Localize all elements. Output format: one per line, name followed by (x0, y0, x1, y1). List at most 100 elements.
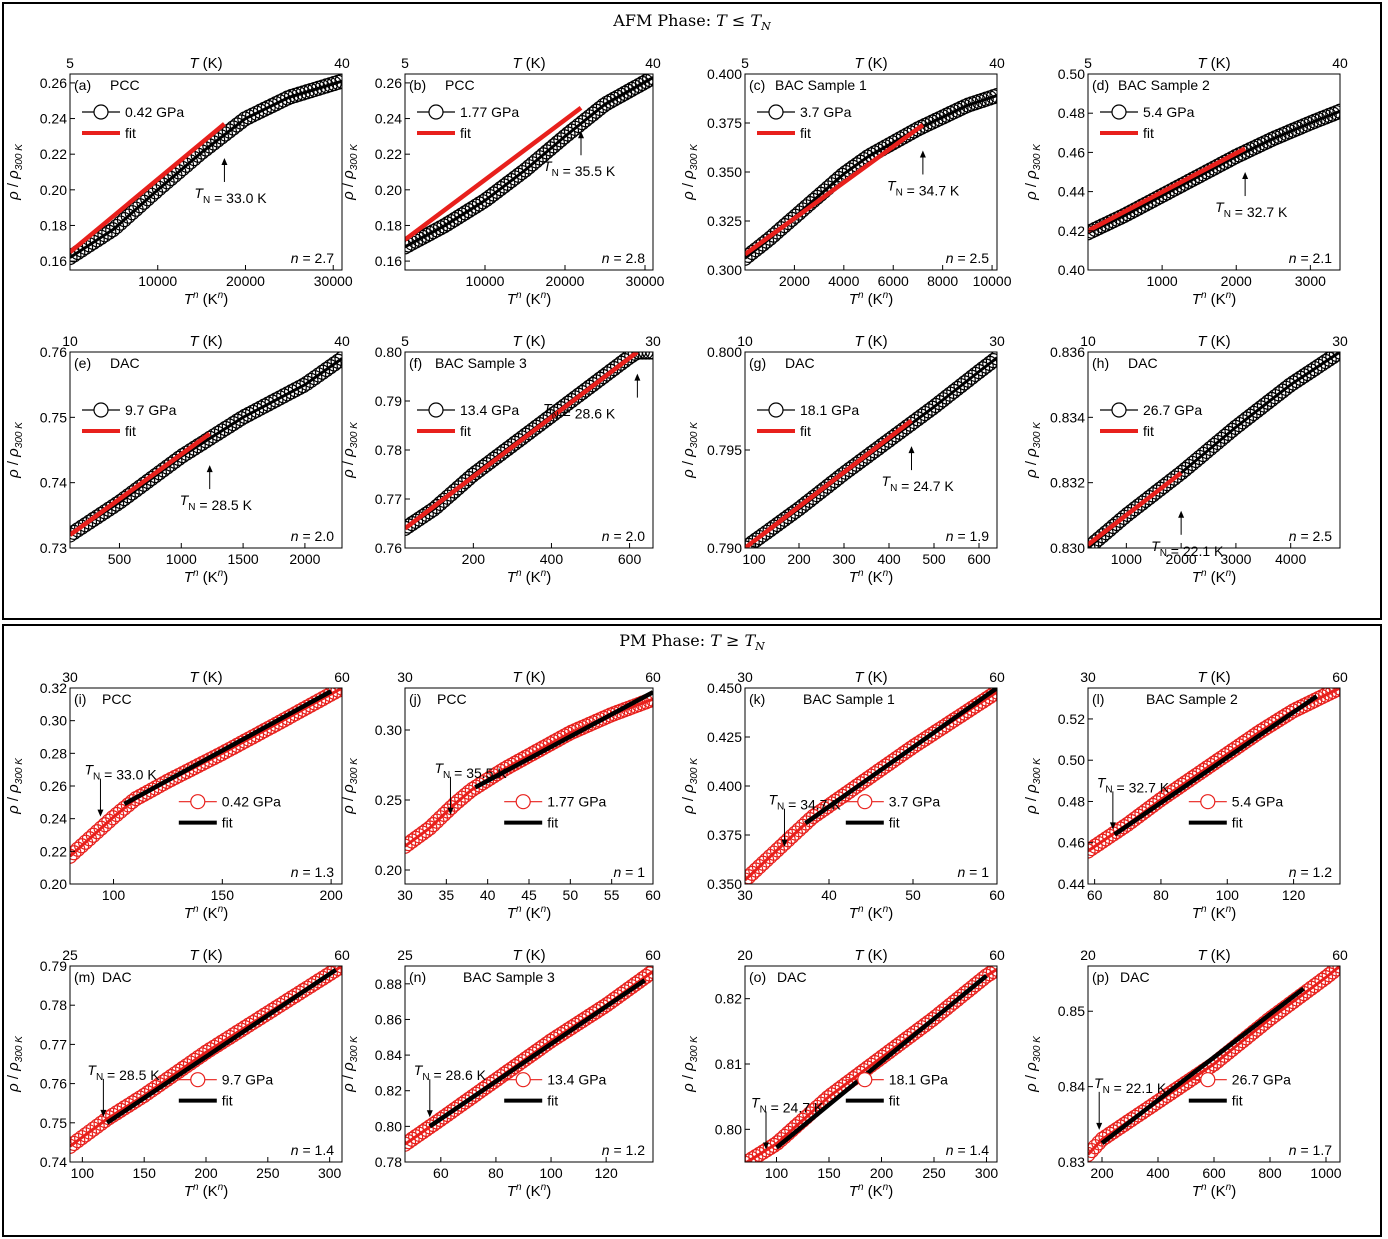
top-tick-label: 20 (1080, 947, 1096, 963)
n-symbol: n (1289, 864, 1297, 880)
data-point (81, 1124, 98, 1140)
bx-n: n (1201, 1182, 1207, 1193)
data-point (1088, 1146, 1096, 1162)
data-point (70, 1135, 82, 1152)
bx-close: ) (1231, 291, 1236, 308)
y-slash: / (1023, 1071, 1040, 1084)
sample-label: DAC (1128, 355, 1158, 371)
plot-area (70, 688, 342, 864)
plot-area (745, 352, 997, 548)
legend-pressure: 13.4 GPa (460, 402, 519, 418)
y-tick-label: 0.20 (375, 182, 402, 198)
data-point (330, 353, 342, 369)
tn-subscript: N (93, 772, 100, 783)
bx-n2: n (541, 904, 547, 915)
y-tick-label: 0.795 (707, 442, 742, 458)
x-tick-label: 300 (832, 551, 856, 567)
top-tick-label: 60 (334, 947, 350, 963)
y-tick-label: 0.16 (40, 253, 67, 269)
y-tick-label: 0.50 (1058, 66, 1085, 82)
y-tick-label: 0.76 (40, 1076, 67, 1092)
bx-T: T (507, 905, 518, 922)
legend-fit-label: fit (1143, 423, 1154, 439)
y-slash: / (680, 457, 697, 470)
data-point (917, 117, 933, 134)
panel-label: (l) (1092, 691, 1104, 707)
tn-label: TN = 33.0 K (84, 762, 157, 783)
data-point (74, 519, 90, 535)
bx-n: n (516, 1182, 522, 1193)
data-point (931, 111, 948, 127)
data-point (147, 780, 164, 796)
data-point (755, 1144, 771, 1160)
y-slash: / (340, 793, 357, 806)
tn-symbol: T (1094, 1075, 1104, 1091)
y-axis-label: ρ / ρ300 K (680, 421, 700, 479)
y-tick-label: 0.48 (1058, 105, 1085, 121)
y-tick-label: 0.375 (707, 827, 742, 843)
bx-close: ) (546, 905, 551, 922)
data-point (989, 352, 997, 366)
y-sub: 300 K (349, 143, 360, 170)
x-tick-label: 200 (787, 551, 811, 567)
data-point (1249, 138, 1265, 154)
tn-symbol: T (180, 492, 190, 508)
sample-label: DAC (110, 355, 140, 371)
data-point (210, 425, 226, 442)
bx-n: n (516, 568, 522, 579)
bx-n2: n (883, 568, 889, 579)
data-point (989, 87, 997, 104)
y-slash: / (5, 179, 22, 192)
data-point (260, 396, 276, 412)
plot-frame (404, 965, 654, 1163)
bottom-axis-label: Tn (Kn) (1192, 904, 1236, 922)
y-tick-label: 0.86 (375, 1011, 402, 1027)
plot-frame (404, 73, 654, 271)
legend-data-marker (515, 794, 531, 810)
legend-data-marker (93, 402, 109, 418)
n-value: = 1.2 (610, 1142, 646, 1158)
bx-close: ) (888, 1183, 893, 1200)
bottom-axis-label: Tn (Kn) (184, 568, 228, 586)
fit-line (1088, 146, 1247, 233)
data-point (81, 514, 98, 530)
tn-text: = 33.0 K (100, 767, 157, 783)
x-tick-label: 2000 (289, 551, 320, 567)
data-point (322, 359, 338, 375)
bx-n: n (193, 1182, 199, 1193)
legend-data-marker (428, 402, 444, 418)
legend-pressure: 3.7 GPa (889, 794, 941, 810)
data-point (283, 384, 300, 400)
data-point (89, 1118, 105, 1134)
tn-arrowhead (97, 809, 104, 817)
top-axis-label: T (K) (1197, 333, 1230, 350)
tn-label: TN = 34.7 K (887, 177, 960, 198)
legend-data-marker (190, 794, 206, 810)
data-point (299, 980, 315, 996)
bx-close: ) (888, 905, 893, 922)
data-point (85, 1121, 101, 1137)
x-tick-label: 20000 (226, 273, 265, 289)
data-point (70, 1132, 86, 1149)
x-tick-label: 600 (1202, 1165, 1226, 1181)
data-point (225, 120, 241, 136)
data-point (229, 117, 245, 133)
y-axis-label: ρ / ρ300 K (680, 757, 700, 815)
y-tick-label: 0.26 (375, 75, 402, 91)
data-point (405, 520, 413, 536)
top-axis-symbol: T (189, 333, 200, 350)
bx-n2: n (1226, 904, 1232, 915)
sample-label: DAC (102, 969, 132, 985)
n-symbol: n (946, 1142, 954, 1158)
panel-label: (m) (74, 969, 95, 985)
legend-fit-label: fit (125, 423, 136, 439)
legend-data-marker (768, 402, 784, 418)
tn-text: = 22.1 K (1110, 1080, 1167, 1096)
bx-close: ) (546, 569, 551, 586)
top-axis-symbol: T (512, 947, 523, 964)
tn-label: TN = 22.1 K (1094, 1075, 1167, 1096)
sample-label: PCC (437, 691, 467, 707)
n-label: n = 1.3 (291, 864, 334, 880)
data-point (942, 105, 958, 122)
